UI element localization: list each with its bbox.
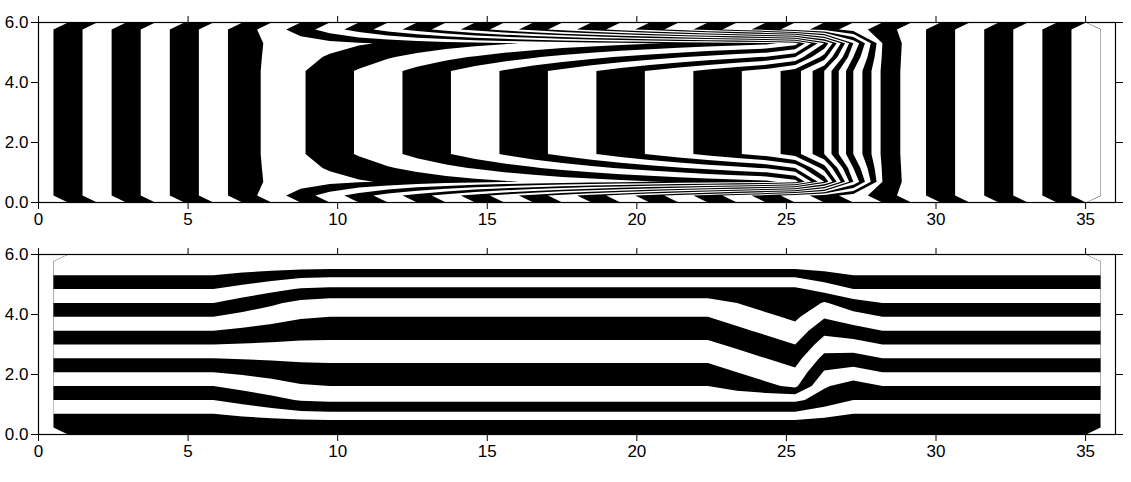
svg-text:6.0: 6.0: [5, 245, 29, 264]
svg-text:0.0: 0.0: [5, 425, 29, 444]
svg-text:15: 15: [478, 442, 497, 461]
svg-text:6.0: 6.0: [5, 13, 29, 32]
svg-text:15: 15: [478, 210, 497, 229]
svg-text:35: 35: [1076, 442, 1095, 461]
svg-text:0: 0: [34, 442, 43, 461]
svg-text:5: 5: [183, 442, 192, 461]
svg-text:30: 30: [927, 210, 946, 229]
svg-text:20: 20: [627, 210, 646, 229]
svg-text:0: 0: [34, 210, 43, 229]
svg-text:2.0: 2.0: [5, 133, 29, 152]
svg-text:25: 25: [777, 442, 796, 461]
svg-text:25: 25: [777, 210, 796, 229]
svg-text:10: 10: [328, 210, 347, 229]
svg-text:10: 10: [328, 442, 347, 461]
svg-text:0.0: 0.0: [5, 193, 29, 212]
svg-text:2.0: 2.0: [5, 365, 29, 384]
svg-text:4.0: 4.0: [5, 305, 29, 324]
svg-text:20: 20: [627, 442, 646, 461]
svg-text:30: 30: [927, 442, 946, 461]
svg-text:4.0: 4.0: [5, 73, 29, 92]
svg-text:5: 5: [183, 210, 192, 229]
svg-text:35: 35: [1076, 210, 1095, 229]
